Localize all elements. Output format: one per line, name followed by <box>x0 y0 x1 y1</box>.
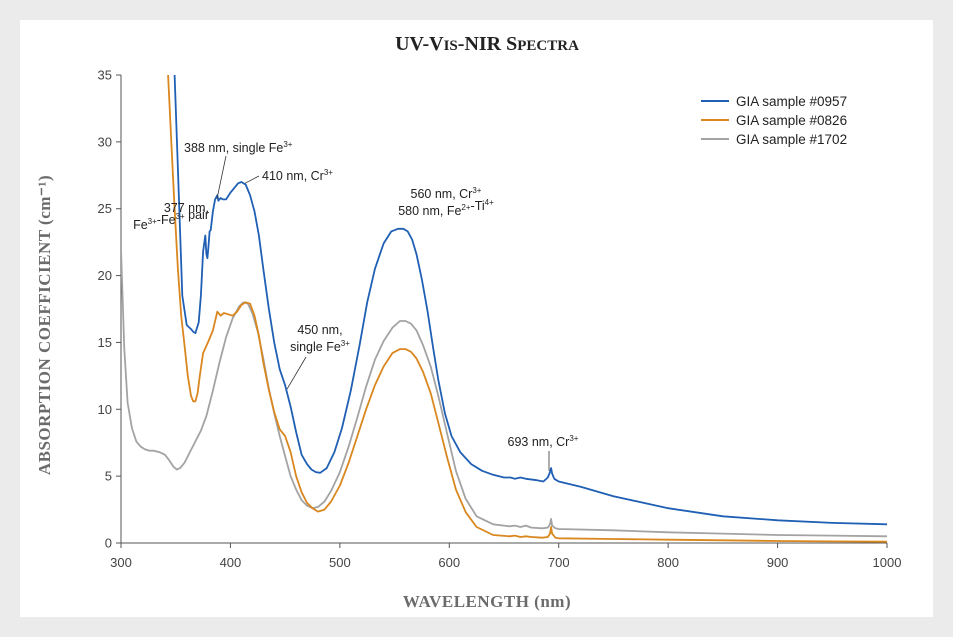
x-tick-label: 700 <box>548 555 570 570</box>
annotation-a410: 410 nm, Cr3+ <box>262 168 333 183</box>
annotations: 388 nm, single Fe3+ 410 nm, Cr3+ 377 nm,Fe… <box>133 140 579 471</box>
x-tick-label: 800 <box>657 555 679 570</box>
series-line <box>121 248 887 538</box>
series-line <box>173 74 887 526</box>
y-tick-label: 30 <box>98 134 112 149</box>
y-tick-label: 20 <box>98 268 112 283</box>
annotation-a377b: Fe3+-Fe3+ pair <box>133 208 209 232</box>
annotation-a388: 388 nm, single Fe3+ <box>184 140 293 155</box>
series-line <box>167 74 887 543</box>
legend: GIA sample #0957 GIA sample #0826 GIA samp… <box>701 94 847 147</box>
y-axis-title: ABSORPTION COEFFICIENT (cm⁻¹) <box>35 175 54 475</box>
y-tick-label: 35 <box>98 68 112 83</box>
annotation-a377a: 377 nm, <box>164 201 209 215</box>
legend-label: GIA sample #0957 <box>736 94 847 109</box>
x-tick-label: 300 <box>110 555 132 570</box>
chart-panel <box>20 20 933 617</box>
x-tick-label: 900 <box>767 555 789 570</box>
annotation-a450b: single Fe3+ <box>290 339 350 354</box>
x-axis-title: WAVELENGTH (nm) <box>403 592 571 611</box>
y-tick-label: 5 <box>105 469 112 484</box>
y-tick-label: 15 <box>98 335 112 350</box>
annotation-leader <box>286 356 307 390</box>
legend-label: GIA sample #0826 <box>736 113 847 128</box>
x-tick-label: 1000 <box>873 555 902 570</box>
axes: 300 400 500 600 700 800 900 1000 0 5 10 15 20 25 30 35 <box>98 68 902 571</box>
x-tick-label: 400 <box>220 555 242 570</box>
series-layer <box>121 74 887 543</box>
annotation-a450a: 450 nm, <box>297 323 342 337</box>
annotation-leader <box>216 155 227 199</box>
y-tick-label: 25 <box>98 201 112 216</box>
annotation-a580: 580 nm, Fe2+-Ti4+ <box>398 198 494 218</box>
chart-title: UV-VIS-NIR SPECTRA <box>395 33 579 55</box>
legend-label: GIA sample #1702 <box>736 132 847 147</box>
y-tick-label: 10 <box>98 402 112 417</box>
x-tick-label: 500 <box>329 555 351 570</box>
annotation-leader <box>244 175 260 184</box>
x-tick-label: 600 <box>438 555 460 570</box>
annotation-a693: 693 nm, Cr3+ <box>508 434 579 449</box>
annotation-a560: 560 nm, Cr3+ <box>411 186 482 201</box>
y-tick-label: 0 <box>105 536 112 551</box>
